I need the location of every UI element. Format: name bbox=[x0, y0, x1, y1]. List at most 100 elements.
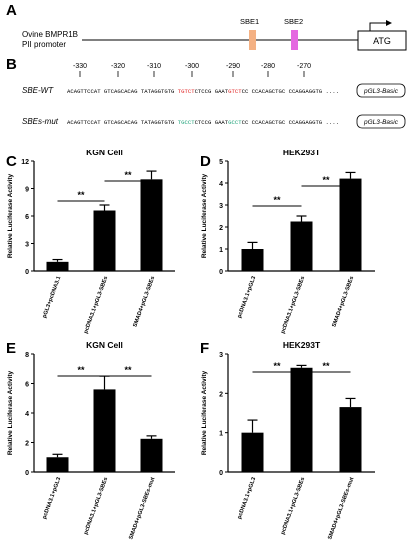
seq-mut-part3: CC CCACAGCTGC CCAGGAGGTG .... bbox=[242, 119, 339, 126]
chart-c-kgn: KGN Cell Relative Luciferase Activity 0 3 6 9… bbox=[7, 150, 175, 335]
seq-wt-sbe1: TGTCT bbox=[178, 88, 195, 95]
y-tick-label: 0 bbox=[219, 269, 223, 276]
y-axis-label: Relative Luciferase Activity bbox=[7, 173, 14, 258]
sequence-wt: ACAGTTCCAT GTCAGCACAG TATAGGTGTG TGTCTCT… bbox=[67, 88, 339, 95]
panel-letter-d: D bbox=[200, 153, 211, 170]
chart-title: HEK293T bbox=[283, 150, 321, 157]
bar bbox=[93, 210, 116, 271]
chart-e-kgn: KGN Cell Relative Luciferase Activity 0 2 4 6… bbox=[7, 340, 175, 541]
y-tick-label: 12 bbox=[21, 159, 29, 166]
significance-label: ** bbox=[77, 190, 85, 200]
y-tick-label: 1 bbox=[219, 431, 223, 438]
bar bbox=[46, 261, 69, 271]
sequence-panel: -330 -320 -310 -300 -290 -280 -270 SBE-WT ACAG… bbox=[22, 63, 406, 129]
atg-label: ATG bbox=[373, 36, 391, 46]
chart-title: KGN Cell bbox=[86, 340, 123, 350]
vector-label-wt: pGL3-Basic bbox=[363, 88, 399, 95]
bar bbox=[339, 407, 362, 472]
bar bbox=[140, 179, 163, 271]
significance-label: ** bbox=[322, 175, 330, 185]
bar bbox=[93, 389, 116, 472]
x-tick-label: pGL3+pcDNA3.1 bbox=[42, 276, 63, 319]
significance-label: ** bbox=[273, 195, 281, 205]
x-tick-label: pcDNA3.1+pGL3-SBEs bbox=[83, 276, 109, 335]
bar bbox=[290, 367, 313, 472]
position-label: -280 bbox=[261, 63, 275, 70]
tss-arrow-icon bbox=[369, 22, 389, 31]
y-tick-label: 2 bbox=[219, 225, 223, 232]
seq-wt-part2: CTCCG GAAT bbox=[195, 88, 229, 95]
seq-mut-sbe2: GCCT bbox=[228, 119, 242, 126]
x-tick-label: pcDNA3.1+pGL3 bbox=[42, 477, 63, 520]
panel-letter-b: B bbox=[6, 56, 17, 73]
panel-letter-f: F bbox=[200, 340, 210, 357]
bar bbox=[241, 432, 264, 472]
bar bbox=[46, 457, 69, 472]
position-label: -310 bbox=[147, 63, 161, 70]
y-tick-label: 0 bbox=[25, 470, 29, 477]
panel-letter-c: C bbox=[6, 153, 17, 170]
x-tick-label: pcDNA3.1+pGL3 bbox=[237, 477, 258, 520]
y-tick-label: 0 bbox=[25, 269, 29, 276]
x-tick-label: pcDNA3.1+pGL3 bbox=[237, 276, 258, 319]
seq-wt-part1: ACAGTTCCAT GTCAGCACAG TATAGGTGTG bbox=[67, 88, 178, 95]
sequence-row-wt: SBE-WT ACAGTTCCAT GTCAGCACAG TATAGGTGTG … bbox=[22, 83, 406, 98]
y-tick-label: 0 bbox=[219, 470, 223, 477]
y-tick-label: 2 bbox=[219, 391, 223, 398]
x-tick-label: SMAD4+pGL3-SBEs bbox=[132, 276, 156, 328]
significance-label: ** bbox=[77, 365, 85, 375]
position-labels: -330 -320 -310 -300 -290 -280 -270 bbox=[73, 63, 311, 77]
y-axis-label: Relative Luciferase Activity bbox=[201, 370, 208, 455]
bar bbox=[140, 438, 163, 472]
y-tick-label: 8 bbox=[25, 352, 29, 359]
sbe1-label: SBE1 bbox=[240, 17, 259, 26]
y-tick-label: 9 bbox=[25, 187, 29, 194]
position-label: -270 bbox=[297, 63, 311, 70]
y-tick-label: 4 bbox=[25, 411, 29, 418]
x-tick-label: pcDNA3.1+pGL3-SBEs bbox=[280, 477, 306, 536]
bar bbox=[339, 178, 362, 271]
vector-label-mut: pGL3-Basic bbox=[363, 119, 399, 126]
panel-letter-a: A bbox=[6, 2, 17, 19]
bar bbox=[241, 249, 264, 271]
y-axis-label: Relative Luciferase Activity bbox=[7, 370, 14, 455]
tss-arrowhead-icon bbox=[386, 20, 392, 26]
x-tick-label: pcDNA3.1+pGL3-SBEs bbox=[83, 477, 109, 536]
y-tick-label: 3 bbox=[219, 352, 223, 359]
significance-label: ** bbox=[322, 361, 330, 371]
seq-wt-part3: CC CCACAGCTGC CCAGGAGGTG .... bbox=[242, 88, 339, 95]
sbe2-label: SBE2 bbox=[284, 17, 303, 26]
y-tick-label: 2 bbox=[25, 441, 29, 448]
y-tick-label: 5 bbox=[219, 159, 223, 166]
significance-label: ** bbox=[273, 361, 281, 371]
y-axis-label: Relative Luciferase Activity bbox=[201, 173, 208, 258]
row-label-wt: SBE-WT bbox=[22, 86, 54, 95]
atg-box bbox=[357, 30, 407, 51]
promoter-label-line1: Ovine BMPR1B bbox=[22, 30, 78, 39]
promoter-diagram: Ovine BMPR1B PII promoter SBE1 SBE2 ATG bbox=[22, 17, 407, 51]
y-tick-label: 3 bbox=[219, 203, 223, 210]
x-tick-label: SMAD4+pGL3-SBEs-mut bbox=[128, 477, 156, 541]
chart-title: HEK293T bbox=[283, 340, 321, 350]
y-tick-label: 4 bbox=[219, 181, 223, 188]
sequence-row-mut: SBEs-mut ACAGTTCCAT GTCAGCACAG TATAGGTGT… bbox=[22, 114, 406, 129]
significance-label: ** bbox=[124, 365, 132, 375]
vector-box-mut bbox=[356, 114, 406, 129]
y-tick-label: 3 bbox=[25, 242, 29, 249]
seq-wt-sbe2: GTCT bbox=[228, 88, 242, 95]
row-label-mut: SBEs-mut bbox=[22, 117, 59, 126]
promoter-label-line2: PII promoter bbox=[22, 40, 66, 49]
seq-mut-part1: ACAGTTCCAT GTCAGCACAG TATAGGTGTG bbox=[67, 119, 178, 126]
chart-title: KGN Cell bbox=[86, 150, 123, 157]
chart-f-hek293t: HEK293T Relative Luciferase Activity 0 1 2 3 p… bbox=[201, 340, 375, 540]
position-label: -330 bbox=[73, 63, 87, 70]
bar bbox=[290, 221, 313, 271]
seq-mut-part2: CTCCG GAAT bbox=[195, 119, 229, 126]
sbe1-box bbox=[249, 30, 256, 50]
y-tick-label: 1 bbox=[219, 247, 223, 254]
significance-label: ** bbox=[124, 170, 132, 180]
sbe2-box bbox=[291, 30, 298, 50]
position-label: -320 bbox=[111, 63, 125, 70]
sequence-mut: ACAGTTCCAT GTCAGCACAG TATAGGTGTG TGCCTCT… bbox=[67, 119, 339, 126]
position-label: -300 bbox=[185, 63, 199, 70]
